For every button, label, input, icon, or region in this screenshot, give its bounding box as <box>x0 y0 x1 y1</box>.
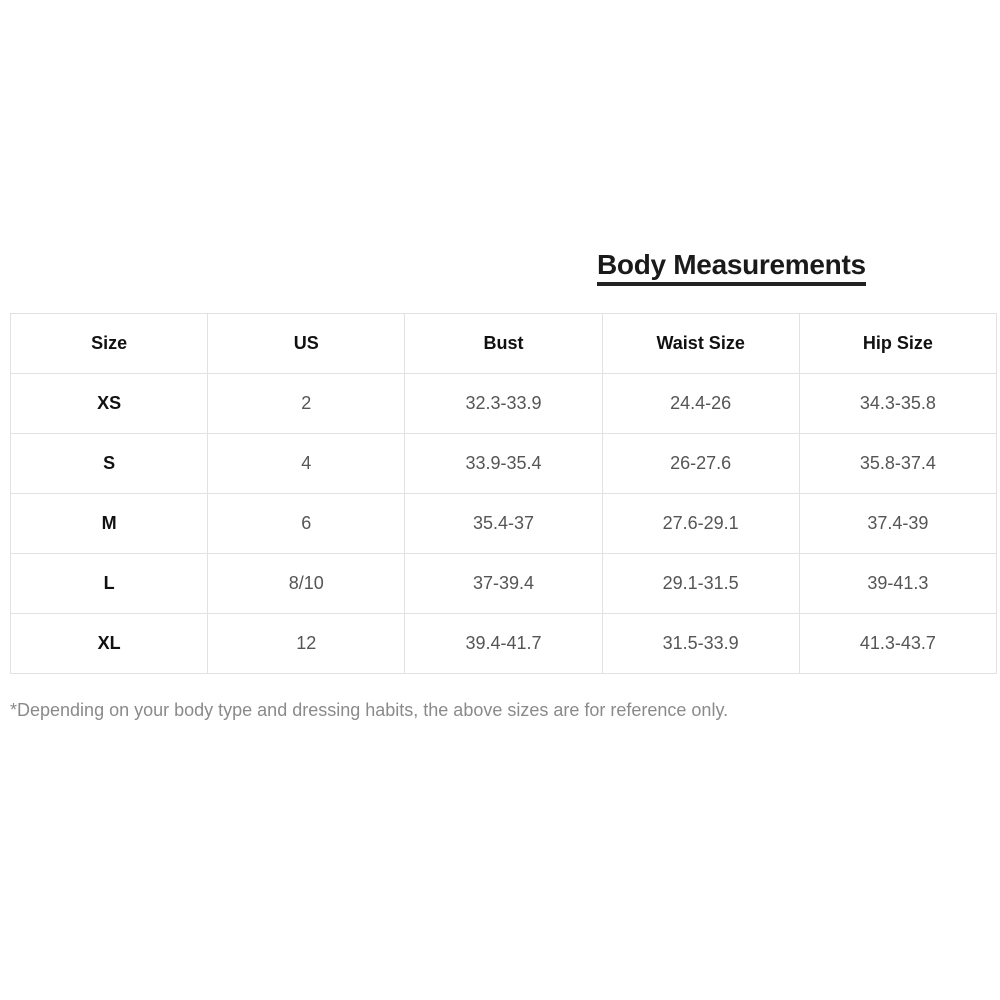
table-row: XS 2 32.3-33.9 24.4-26 34.3-35.8 <box>9 373 998 434</box>
cell-us: 12 <box>207 613 406 674</box>
cell-waist: 29.1-31.5 <box>601 553 800 614</box>
table-row: S 4 33.9-35.4 26-27.6 35.8-37.4 <box>9 433 998 494</box>
cell-waist: 27.6-29.1 <box>601 493 800 554</box>
cell-size: S <box>9 433 209 494</box>
header-size: Size <box>9 313 209 374</box>
cell-size: XS <box>9 373 209 434</box>
table-row: L 8/10 37-39.4 29.1-31.5 39-41.3 <box>9 553 998 614</box>
cell-size: XL <box>9 613 209 674</box>
cell-bust: 33.9-35.4 <box>404 433 603 494</box>
cell-hip: 41.3-43.7 <box>798 613 998 674</box>
cell-us: 8/10 <box>207 553 406 614</box>
cell-bust: 37-39.4 <box>404 553 603 614</box>
cell-hip: 39-41.3 <box>798 553 998 614</box>
cell-waist: 24.4-26 <box>601 373 800 434</box>
table-row: XL 12 39.4-41.7 31.5-33.9 41.3-43.7 <box>9 613 998 674</box>
footnote: *Depending on your body type and dressin… <box>10 700 729 720</box>
cell-hip: 34.3-35.8 <box>798 373 998 434</box>
cell-waist: 26-27.6 <box>601 433 800 494</box>
cell-us: 6 <box>207 493 406 554</box>
table-header-row: Size US Bust Waist Size Hip Size <box>9 313 998 374</box>
header-hip: Hip Size <box>798 313 998 374</box>
header-bust: Bust <box>404 313 603 374</box>
cell-size: L <box>9 553 209 614</box>
header-waist: Waist Size <box>601 313 800 374</box>
cell-hip: 35.8-37.4 <box>798 433 998 494</box>
cell-us: 4 <box>207 433 406 494</box>
cell-bust: 35.4-37 <box>404 493 603 554</box>
cell-bust: 39.4-41.7 <box>404 613 603 674</box>
table-row: M 6 35.4-37 27.6-29.1 37.4-39 <box>9 493 998 554</box>
cell-size: M <box>9 493 209 554</box>
page-title: Body Measurements <box>597 248 866 286</box>
header-us: US <box>207 313 406 374</box>
cell-us: 2 <box>207 373 406 434</box>
size-chart-table: Size US Bust Waist Size Hip Size XS 2 32.3… <box>9 313 998 674</box>
cell-hip: 37.4-39 <box>798 493 998 554</box>
cell-waist: 31.5-33.9 <box>601 613 800 674</box>
cell-bust: 32.3-33.9 <box>404 373 603 434</box>
